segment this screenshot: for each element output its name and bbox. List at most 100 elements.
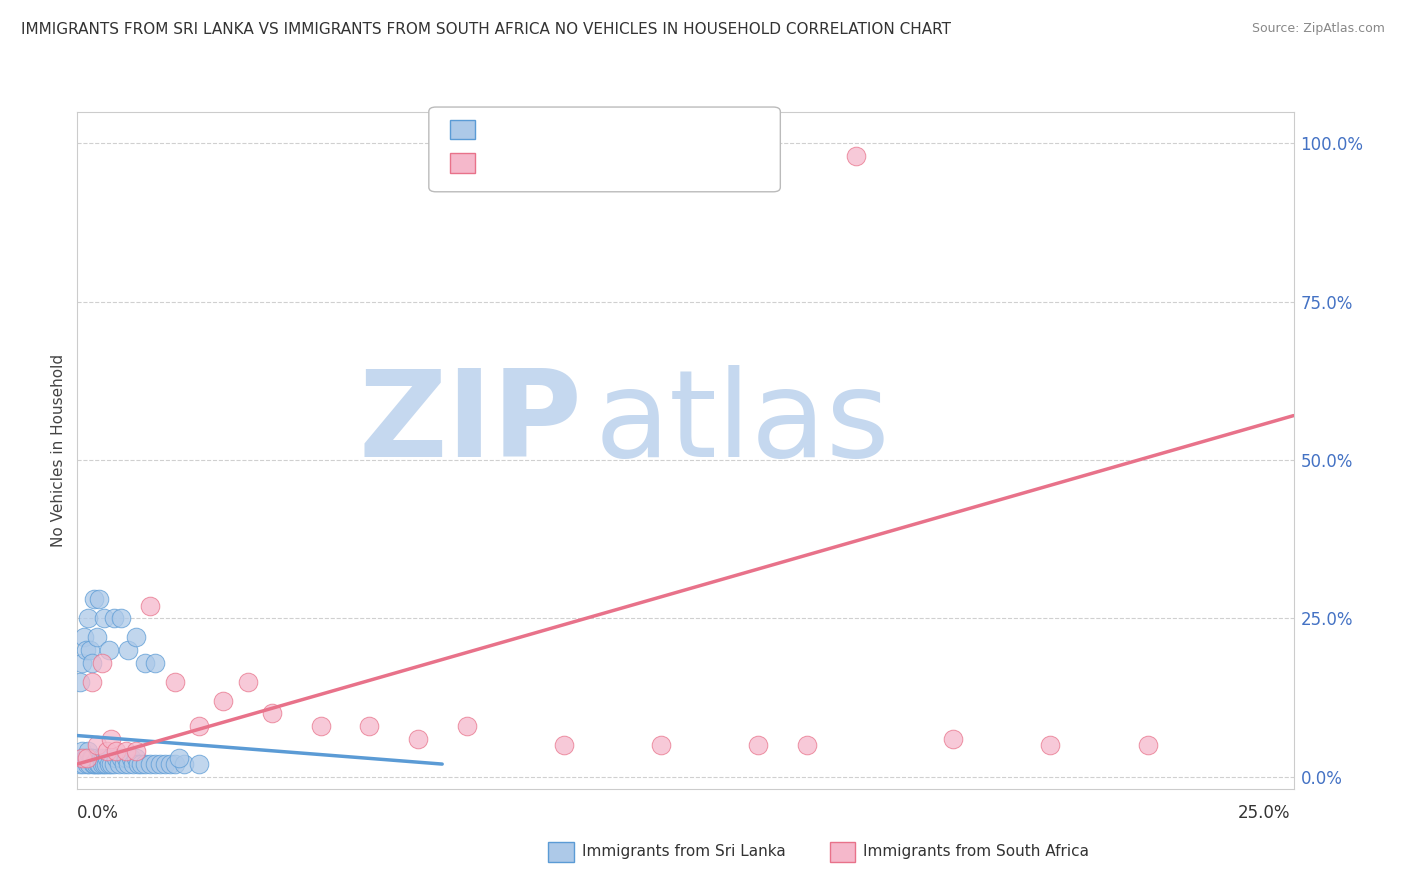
Point [125,750,148,764]
Point [134,757,156,772]
Point [139,757,162,772]
Point [83,592,105,607]
Text: Immigrants from Sri Lanka: Immigrants from Sri Lanka [582,845,786,859]
Point [129,757,152,772]
Point [169,750,191,764]
Point [309,719,332,733]
Point [153,757,176,772]
Point [76,757,98,772]
Point [212,694,235,708]
Point [97,643,120,657]
Point [72,757,94,772]
Point [456,719,478,733]
Point [650,738,672,752]
Point [75,750,97,764]
Point [93,611,115,625]
Point [125,631,148,645]
Point [77,611,100,625]
Point [86,631,108,645]
Text: IMMIGRANTS FROM SRI LANKA VS IMMIGRANTS FROM SOUTH AFRICA NO VEHICLES IN HOUSEHO: IMMIGRANTS FROM SRI LANKA VS IMMIGRANTS … [21,22,950,37]
Point [553,738,575,752]
Text: 25.0%: 25.0% [1239,804,1291,822]
Point [127,757,149,772]
Point [112,757,135,772]
Point [100,757,122,772]
Point [80,656,103,670]
Point [115,750,138,764]
Point [89,757,111,772]
Point [117,643,139,657]
Point [1039,738,1062,752]
Text: Source: ZipAtlas.com: Source: ZipAtlas.com [1251,22,1385,36]
Point [260,706,283,721]
Point [94,757,117,772]
Point [110,750,132,764]
Point [845,149,868,163]
Point [125,744,148,758]
Point [747,738,769,752]
Point [82,757,104,772]
Point [75,643,97,657]
Point [103,757,125,772]
Point [406,731,429,746]
Text: ZIP: ZIP [359,365,582,482]
Point [359,719,381,733]
Point [77,744,100,758]
Point [80,674,103,689]
Point [942,731,965,746]
Point [122,757,145,772]
Point [69,674,91,689]
Point [86,738,108,752]
Text: Immigrants from South Africa: Immigrants from South Africa [863,845,1090,859]
Y-axis label: No Vehicles in Household: No Vehicles in Household [51,354,66,547]
Point [134,656,156,670]
Point [107,757,129,772]
Point [796,738,818,752]
Point [105,750,128,764]
Text: 0.0%: 0.0% [77,804,120,822]
Point [100,731,122,746]
Point [97,757,120,772]
Point [163,757,186,772]
Point [143,757,166,772]
Point [149,757,172,772]
Point [83,757,105,772]
Point [79,757,101,772]
Point [1136,738,1159,752]
Point [91,750,114,764]
Point [163,674,186,689]
Point [73,750,96,764]
Point [117,757,139,772]
Point [115,744,138,758]
Point [70,750,93,764]
Point [73,631,96,645]
Point [96,744,118,758]
Point [86,750,108,764]
Point [188,719,211,733]
Point [159,757,181,772]
Point [80,750,103,764]
Point [96,750,118,764]
Text: R = 0.620: R = 0.620 [484,154,574,172]
Point [120,750,142,764]
Point [173,757,195,772]
Point [87,757,110,772]
Point [90,750,112,764]
Point [76,750,98,764]
Point [236,674,259,689]
Text: atlas: atlas [595,365,890,482]
Point [103,611,125,625]
Point [90,757,112,772]
Point [89,592,111,607]
Point [79,643,101,657]
Point [93,757,115,772]
Point [105,744,128,758]
Text: R = -0.182: R = -0.182 [484,120,581,138]
Text: N = 28: N = 28 [619,154,681,172]
Point [143,656,166,670]
Point [70,656,93,670]
Point [80,750,103,764]
Text: N = 65: N = 65 [619,120,681,138]
Point [188,757,211,772]
Point [110,611,132,625]
